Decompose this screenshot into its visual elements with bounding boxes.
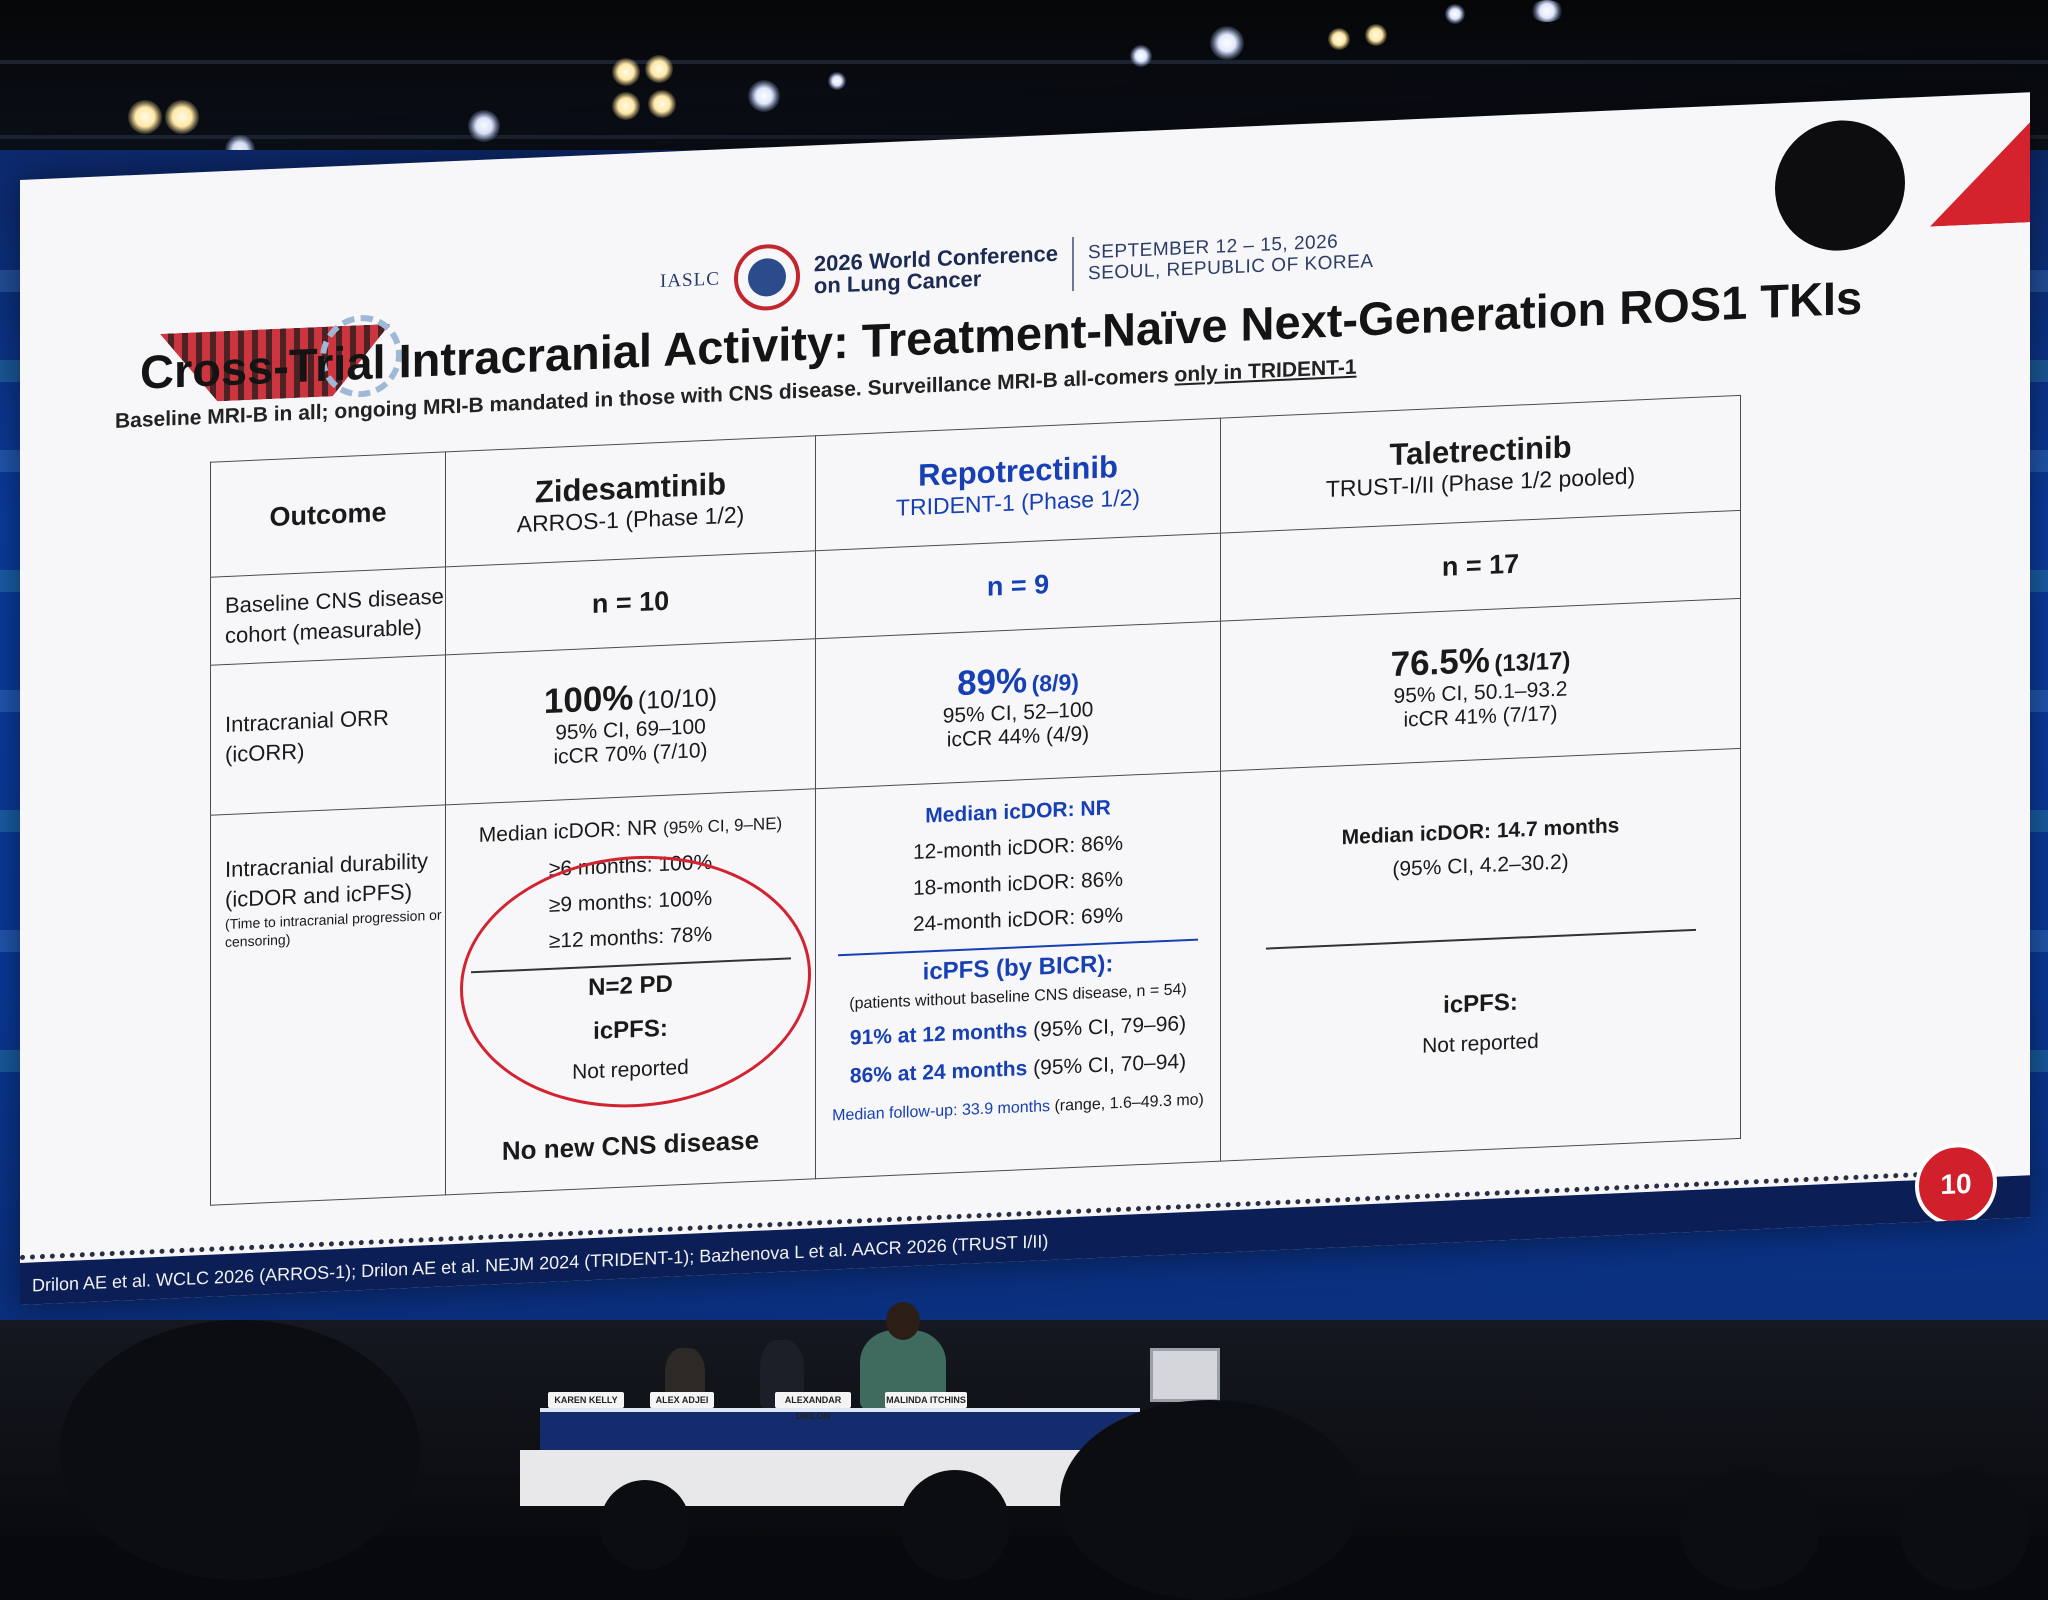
cohort-n-3: n = 17 [1441,548,1520,582]
orr-value-3: 76.5% [1390,640,1490,684]
conference-date-location: SEPTEMBER 12 – 15, 2026 SEOUL, REPUBLIC … [1088,230,1373,284]
stage-light [748,80,780,112]
icdor-ci-1: (95% CI, 9–NE) [663,813,783,838]
header-repotrectinib: Repotrectinib TRIDENT-1 (Phase 1/2) [815,418,1221,551]
nameplate: ALEXANDAR DRILON [775,1392,851,1421]
stage-light [1328,28,1350,50]
icpfs-label-3: icPFS: [1443,988,1518,1019]
header-outcome: Outcome [210,451,446,578]
red-corner-decoration [1930,112,2030,227]
stage-light [645,55,673,83]
stage-light [1365,24,1387,46]
row-label-orr: Intracranial ORR (icORR) [210,654,446,816]
orr-frac-3: (13/17) [1494,646,1571,678]
conference-seal-icon [733,242,800,312]
nameplate: ALEX ADJEI [650,1392,714,1408]
stage-light [612,58,640,86]
durability-repotrectinib: Median icDOR: NR 12-month icDOR: 86% 18-… [815,771,1221,1179]
durability-taletrectinib: Median icDOR: 14.7 months (95% CI, 4.2–3… [1220,748,1741,1162]
stage-light [1210,26,1244,60]
orr-frac-1: (10/10) [637,683,718,715]
orr-taletrectinib: 76.5% (13/17) 95% CI, 50.1–93.2 icCR 41%… [1220,598,1741,772]
audience-silhouette [1060,1400,1360,1600]
cohort-n-1: n = 10 [591,585,670,620]
stage-light [468,110,500,142]
presentation-slide-frame: IASLC 2026 World Conference on Lung Canc… [20,2,2030,1306]
followup-2: Median follow-up: 33.9 months [832,1098,1051,1125]
audience-silhouette [60,1320,420,1580]
nameplate: MALINDA ITCHINS [885,1392,967,1408]
iaslc-logo: IASLC [660,268,720,293]
audience-silhouette [900,1470,1010,1580]
icpfs-12m-ci-2: (95% CI, 79–96) [1027,1012,1187,1043]
stage-light [128,100,162,134]
orr-zidesamtinib: 100% (10/10) 95% CI, 69–100 icCR 70% (7/… [445,638,816,805]
stage-light [1130,45,1152,67]
presentation-slide: IASLC 2026 World Conference on Lung Canc… [20,92,2030,1306]
ceiling-truss [0,60,2048,64]
black-circle-decoration [1775,117,1905,254]
panelist-head [886,1302,920,1340]
subtitle-underlined: only in TRIDENT-1 [1174,355,1357,387]
followup-range-2: (range, 1.6–49.3 mo) [1050,1091,1204,1116]
cohort-n-2: n = 9 [986,569,1050,602]
orr-value-1: 100% [543,677,634,721]
no-new-cns-note: No new CNS disease [501,1124,760,1166]
stage-light [828,72,846,90]
cohort-zidesamtinib: n = 10 [445,550,816,655]
icpfs-24m-2: 86% at 24 months [849,1057,1028,1088]
audience-silhouette [1900,1470,2030,1590]
row-label-durability: Intracranial durability (icDOR and icPFS… [210,804,446,1206]
section-divider [1265,928,1696,950]
icpfs-24m-ci-2: (95% CI, 70–94) [1027,1050,1187,1081]
panel-desk [540,1408,1140,1454]
conference-name: 2026 World Conference on Lung Cancer [814,241,1058,299]
orr-frac-2: (8/9) [1031,668,1079,697]
icdor-1: Median icDOR: NR [478,816,658,847]
nameplate: KAREN KELLY [548,1392,624,1408]
stage-light [1530,0,1564,22]
stage-light [648,90,676,118]
comparison-table: Outcome Zidesamtinib ARROS-1 (Phase 1/2)… [210,395,1741,1206]
laptop [1150,1348,1220,1402]
header-zidesamtinib: Zidesamtinib ARROS-1 (Phase 1/2) [445,435,816,567]
icpfs-12m-2: 91% at 12 months [849,1019,1028,1050]
row-label-cohort: Baseline CNS disease cohort (measurable) [210,566,446,666]
icpfs-value-3: Not reported [1422,1029,1539,1058]
orr-value-2: 89% [957,660,1028,703]
header-taletrectinib: Taletrectinib TRUST-I/II (Phase 1/2 pool… [1220,395,1741,534]
stage-light [165,100,199,134]
orr-repotrectinib: 89% (8/9) 95% CI, 52–100 icCR 44% (4/9) [815,621,1221,789]
table-row: Intracranial durability (icDOR and icPFS… [210,748,1741,1206]
stage-light [1445,4,1465,24]
stage-light [612,92,640,120]
audience-silhouette [1680,1470,1820,1590]
audience-silhouette [600,1480,690,1570]
header-divider [1072,236,1075,292]
header-outcome-label: Outcome [269,496,387,532]
